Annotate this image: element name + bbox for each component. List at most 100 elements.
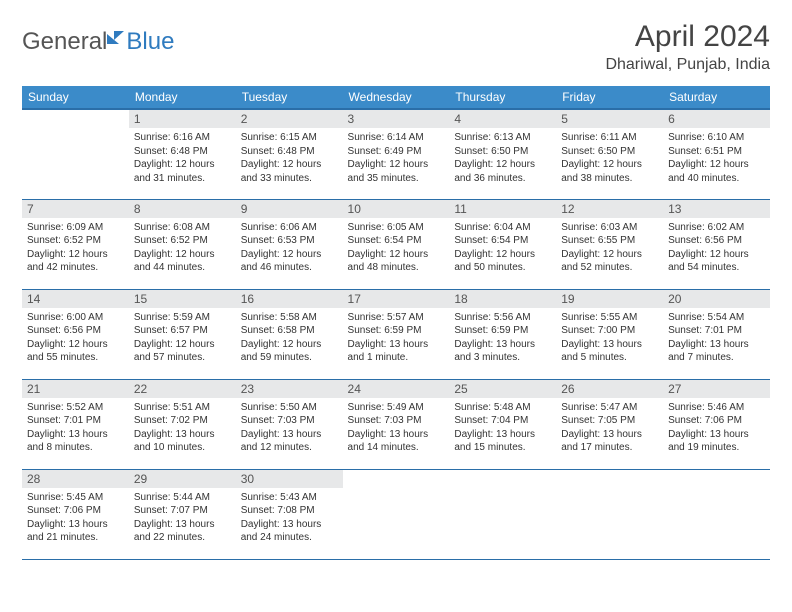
day-details: Sunrise: 5:56 AMSunset: 6:59 PMDaylight:…: [449, 308, 556, 369]
calendar-day-cell: 12Sunrise: 6:03 AMSunset: 6:55 PMDayligh…: [556, 199, 663, 289]
day-details: Sunrise: 6:11 AMSunset: 6:50 PMDaylight:…: [556, 128, 663, 189]
day-number: 4: [449, 110, 556, 128]
dayname-header: Saturday: [663, 86, 770, 109]
calendar-day-cell: 19Sunrise: 5:55 AMSunset: 7:00 PMDayligh…: [556, 289, 663, 379]
day-details: Sunrise: 5:52 AMSunset: 7:01 PMDaylight:…: [22, 398, 129, 459]
page-header: General Blue April 2024 Dhariwal, Punjab…: [22, 20, 770, 74]
calendar-day-cell: 10Sunrise: 6:05 AMSunset: 6:54 PMDayligh…: [343, 199, 450, 289]
calendar-day-cell: 14Sunrise: 6:00 AMSunset: 6:56 PMDayligh…: [22, 289, 129, 379]
day-number: 1: [129, 110, 236, 128]
day-number: 12: [556, 200, 663, 218]
day-number: 18: [449, 290, 556, 308]
day-number: 29: [129, 470, 236, 488]
day-number: 17: [343, 290, 450, 308]
day-details: Sunrise: 6:15 AMSunset: 6:48 PMDaylight:…: [236, 128, 343, 189]
calendar-day-cell: 28Sunrise: 5:45 AMSunset: 7:06 PMDayligh…: [22, 469, 129, 559]
day-number: 9: [236, 200, 343, 218]
calendar-day-cell: 30Sunrise: 5:43 AMSunset: 7:08 PMDayligh…: [236, 469, 343, 559]
calendar-day-cell: 16Sunrise: 5:58 AMSunset: 6:58 PMDayligh…: [236, 289, 343, 379]
calendar-day-cell: 11Sunrise: 6:04 AMSunset: 6:54 PMDayligh…: [449, 199, 556, 289]
calendar-day-cell: .: [663, 469, 770, 559]
day-details: Sunrise: 5:44 AMSunset: 7:07 PMDaylight:…: [129, 488, 236, 549]
calendar-day-cell: .: [449, 469, 556, 559]
calendar-day-cell: .: [343, 469, 450, 559]
dayname-header: Tuesday: [236, 86, 343, 109]
calendar-day-cell: .: [22, 109, 129, 199]
dayname-header: Thursday: [449, 86, 556, 109]
brand-logo: General Blue: [22, 28, 174, 56]
day-number: 3: [343, 110, 450, 128]
calendar-day-cell: 3Sunrise: 6:14 AMSunset: 6:49 PMDaylight…: [343, 109, 450, 199]
day-number: 22: [129, 380, 236, 398]
day-number: 14: [22, 290, 129, 308]
day-number: 23: [236, 380, 343, 398]
calendar-week-row: 14Sunrise: 6:00 AMSunset: 6:56 PMDayligh…: [22, 289, 770, 379]
day-details: Sunrise: 5:47 AMSunset: 7:05 PMDaylight:…: [556, 398, 663, 459]
day-number: 16: [236, 290, 343, 308]
calendar-day-cell: 9Sunrise: 6:06 AMSunset: 6:53 PMDaylight…: [236, 199, 343, 289]
day-details: Sunrise: 6:13 AMSunset: 6:50 PMDaylight:…: [449, 128, 556, 189]
brand-word-2: Blue: [126, 28, 174, 56]
calendar-header-row: SundayMondayTuesdayWednesdayThursdayFrid…: [22, 86, 770, 109]
day-details: Sunrise: 6:00 AMSunset: 6:56 PMDaylight:…: [22, 308, 129, 369]
day-number: 5: [556, 110, 663, 128]
calendar-day-cell: 6Sunrise: 6:10 AMSunset: 6:51 PMDaylight…: [663, 109, 770, 199]
day-details: Sunrise: 6:16 AMSunset: 6:48 PMDaylight:…: [129, 128, 236, 189]
calendar-day-cell: 15Sunrise: 5:59 AMSunset: 6:57 PMDayligh…: [129, 289, 236, 379]
day-details: Sunrise: 5:43 AMSunset: 7:08 PMDaylight:…: [236, 488, 343, 549]
calendar-day-cell: 2Sunrise: 6:15 AMSunset: 6:48 PMDaylight…: [236, 109, 343, 199]
day-number: 19: [556, 290, 663, 308]
dayname-header: Sunday: [22, 86, 129, 109]
day-number: 28: [22, 470, 129, 488]
dayname-header: Friday: [556, 86, 663, 109]
calendar-day-cell: 24Sunrise: 5:49 AMSunset: 7:03 PMDayligh…: [343, 379, 450, 469]
calendar-week-row: 7Sunrise: 6:09 AMSunset: 6:52 PMDaylight…: [22, 199, 770, 289]
day-details: Sunrise: 6:06 AMSunset: 6:53 PMDaylight:…: [236, 218, 343, 279]
day-details: Sunrise: 6:14 AMSunset: 6:49 PMDaylight:…: [343, 128, 450, 189]
location-label: Dhariwal, Punjab, India: [605, 56, 770, 74]
calendar-day-cell: 26Sunrise: 5:47 AMSunset: 7:05 PMDayligh…: [556, 379, 663, 469]
brand-word-1: General: [22, 28, 107, 56]
month-title: April 2024: [605, 20, 770, 54]
calendar-day-cell: 13Sunrise: 6:02 AMSunset: 6:56 PMDayligh…: [663, 199, 770, 289]
day-details: Sunrise: 6:03 AMSunset: 6:55 PMDaylight:…: [556, 218, 663, 279]
day-details: Sunrise: 5:45 AMSunset: 7:06 PMDaylight:…: [22, 488, 129, 549]
day-number: 10: [343, 200, 450, 218]
calendar-day-cell: 7Sunrise: 6:09 AMSunset: 6:52 PMDaylight…: [22, 199, 129, 289]
title-block: April 2024 Dhariwal, Punjab, India: [605, 20, 770, 74]
calendar-day-cell: 1Sunrise: 6:16 AMSunset: 6:48 PMDaylight…: [129, 109, 236, 199]
day-number: 13: [663, 200, 770, 218]
day-details: Sunrise: 6:09 AMSunset: 6:52 PMDaylight:…: [22, 218, 129, 279]
day-number: 7: [22, 200, 129, 218]
day-number: 11: [449, 200, 556, 218]
day-details: Sunrise: 5:55 AMSunset: 7:00 PMDaylight:…: [556, 308, 663, 369]
day-details: Sunrise: 6:04 AMSunset: 6:54 PMDaylight:…: [449, 218, 556, 279]
day-details: Sunrise: 5:51 AMSunset: 7:02 PMDaylight:…: [129, 398, 236, 459]
day-details: Sunrise: 5:46 AMSunset: 7:06 PMDaylight:…: [663, 398, 770, 459]
calendar-week-row: 28Sunrise: 5:45 AMSunset: 7:06 PMDayligh…: [22, 469, 770, 559]
day-number: 26: [556, 380, 663, 398]
day-details: Sunrise: 5:49 AMSunset: 7:03 PMDaylight:…: [343, 398, 450, 459]
calendar-day-cell: .: [556, 469, 663, 559]
calendar-day-cell: 5Sunrise: 6:11 AMSunset: 6:50 PMDaylight…: [556, 109, 663, 199]
day-number: 20: [663, 290, 770, 308]
calendar-day-cell: 27Sunrise: 5:46 AMSunset: 7:06 PMDayligh…: [663, 379, 770, 469]
day-number: 15: [129, 290, 236, 308]
calendar-table: SundayMondayTuesdayWednesdayThursdayFrid…: [22, 86, 770, 560]
calendar-day-cell: 22Sunrise: 5:51 AMSunset: 7:02 PMDayligh…: [129, 379, 236, 469]
dayname-header: Monday: [129, 86, 236, 109]
calendar-day-cell: 18Sunrise: 5:56 AMSunset: 6:59 PMDayligh…: [449, 289, 556, 379]
day-details: Sunrise: 5:58 AMSunset: 6:58 PMDaylight:…: [236, 308, 343, 369]
day-details: Sunrise: 5:57 AMSunset: 6:59 PMDaylight:…: [343, 308, 450, 369]
day-number: 27: [663, 380, 770, 398]
day-details: Sunrise: 5:59 AMSunset: 6:57 PMDaylight:…: [129, 308, 236, 369]
day-number: 21: [22, 380, 129, 398]
day-number: 2: [236, 110, 343, 128]
calendar-day-cell: 20Sunrise: 5:54 AMSunset: 7:01 PMDayligh…: [663, 289, 770, 379]
day-details: Sunrise: 6:08 AMSunset: 6:52 PMDaylight:…: [129, 218, 236, 279]
calendar-day-cell: 17Sunrise: 5:57 AMSunset: 6:59 PMDayligh…: [343, 289, 450, 379]
day-details: Sunrise: 5:50 AMSunset: 7:03 PMDaylight:…: [236, 398, 343, 459]
day-number: 6: [663, 110, 770, 128]
day-number: 24: [343, 380, 450, 398]
day-number: 8: [129, 200, 236, 218]
